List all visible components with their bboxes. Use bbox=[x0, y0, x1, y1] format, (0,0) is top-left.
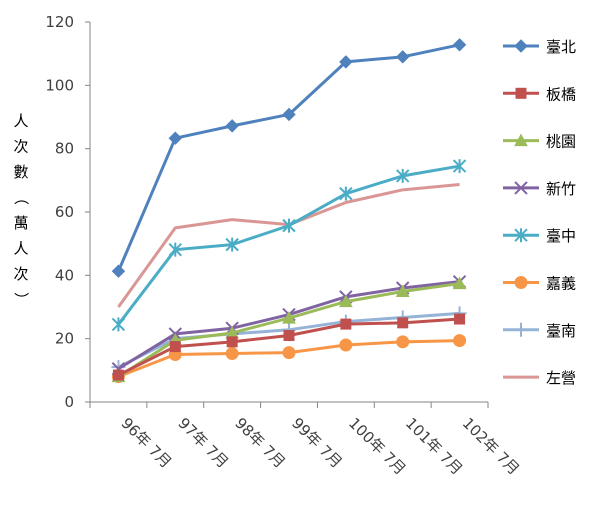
series-2 bbox=[112, 313, 466, 381]
y-axis-label-char: 萬 bbox=[13, 214, 28, 232]
data-point bbox=[111, 317, 126, 332]
data-point bbox=[452, 276, 467, 290]
x-tick-label: 100年 7月 bbox=[345, 414, 409, 478]
legend-label: 板橋 bbox=[546, 85, 576, 103]
data-point bbox=[111, 264, 126, 278]
legend-item: 板橋 bbox=[503, 85, 576, 103]
y-tick-label: 80 bbox=[55, 140, 74, 158]
data-point bbox=[168, 242, 182, 257]
y-tick-label: 20 bbox=[55, 330, 74, 348]
legend-label: 桃園 bbox=[546, 133, 576, 151]
data-point bbox=[225, 119, 239, 133]
data-point bbox=[226, 336, 238, 348]
data-point bbox=[168, 131, 182, 145]
legend-label: 嘉義 bbox=[546, 275, 576, 293]
y-tick-label: 60 bbox=[55, 203, 74, 221]
legend-marker bbox=[514, 276, 528, 289]
legend-label: 臺北 bbox=[546, 38, 576, 56]
data-point bbox=[396, 168, 410, 183]
x-tick-label: 96年 7月 bbox=[118, 414, 176, 472]
legend-marker bbox=[514, 39, 528, 53]
legend-item: 桃園 bbox=[503, 133, 576, 151]
legend-marker bbox=[514, 133, 528, 147]
y-axis-label-char: 人 bbox=[13, 112, 28, 130]
data-point bbox=[397, 317, 409, 329]
data-point bbox=[339, 294, 353, 308]
x-tick-label: 97年 7月 bbox=[174, 414, 232, 472]
series-1 bbox=[111, 38, 467, 278]
data-point bbox=[340, 318, 352, 330]
legend-marker bbox=[514, 228, 528, 243]
y-axis-label-char: 數 bbox=[13, 163, 28, 181]
x-tick-label: 101年 7月 bbox=[402, 414, 466, 478]
legend-label: 新竹 bbox=[546, 180, 576, 198]
x-tick-label: 102年 7月 bbox=[459, 414, 523, 478]
legend-label: 左營 bbox=[546, 369, 576, 387]
series-layer bbox=[111, 38, 467, 384]
x-tick-label: 99年 7月 bbox=[288, 414, 346, 472]
legend-item: 臺中 bbox=[503, 227, 576, 245]
data-point bbox=[112, 369, 124, 381]
data-point bbox=[452, 38, 467, 52]
legend-marker bbox=[515, 87, 527, 99]
series-5 bbox=[111, 159, 467, 332]
legend-item: 臺南 bbox=[503, 322, 576, 340]
data-point bbox=[454, 313, 466, 325]
y-axis-label-char: 人 bbox=[13, 240, 28, 258]
data-point bbox=[339, 186, 353, 201]
data-point bbox=[225, 347, 239, 361]
y-tick-label: 120 bbox=[45, 13, 74, 31]
legend-marker bbox=[514, 181, 528, 195]
data-point bbox=[282, 107, 296, 122]
legend-item: 嘉義 bbox=[503, 275, 576, 293]
legend-label: 臺南 bbox=[546, 322, 576, 340]
data-point bbox=[283, 330, 295, 341]
y-axis-label-char: 次 bbox=[13, 138, 28, 156]
legend-item: 左營 bbox=[503, 369, 576, 387]
y-axis-label-char: ） bbox=[12, 292, 30, 307]
legend-item: 臺北 bbox=[503, 38, 576, 56]
legend-marker bbox=[514, 322, 528, 337]
x-tick-label: 98年 7月 bbox=[231, 414, 289, 472]
data-point bbox=[453, 334, 467, 348]
y-tick-label: 40 bbox=[55, 266, 74, 284]
data-point bbox=[339, 338, 353, 352]
y-axis-label: 人次數（萬人次） bbox=[12, 112, 30, 307]
data-point bbox=[339, 55, 353, 69]
legend-item: 新竹 bbox=[503, 180, 576, 198]
data-point bbox=[396, 50, 410, 64]
data-point bbox=[396, 335, 410, 349]
legend-label: 臺中 bbox=[546, 227, 576, 245]
data-point bbox=[225, 237, 239, 252]
data-point bbox=[282, 218, 296, 233]
y-tick-label: 100 bbox=[45, 76, 74, 94]
data-point bbox=[169, 341, 181, 353]
y-axis-label-char: （ bbox=[12, 190, 30, 205]
data-point bbox=[395, 284, 410, 297]
data-point bbox=[282, 311, 296, 324]
data-point bbox=[282, 346, 296, 360]
y-tick-label: 0 bbox=[64, 393, 74, 411]
data-point bbox=[452, 159, 467, 174]
y-axis-label-char: 次 bbox=[13, 265, 28, 283]
series-6 bbox=[111, 334, 467, 384]
